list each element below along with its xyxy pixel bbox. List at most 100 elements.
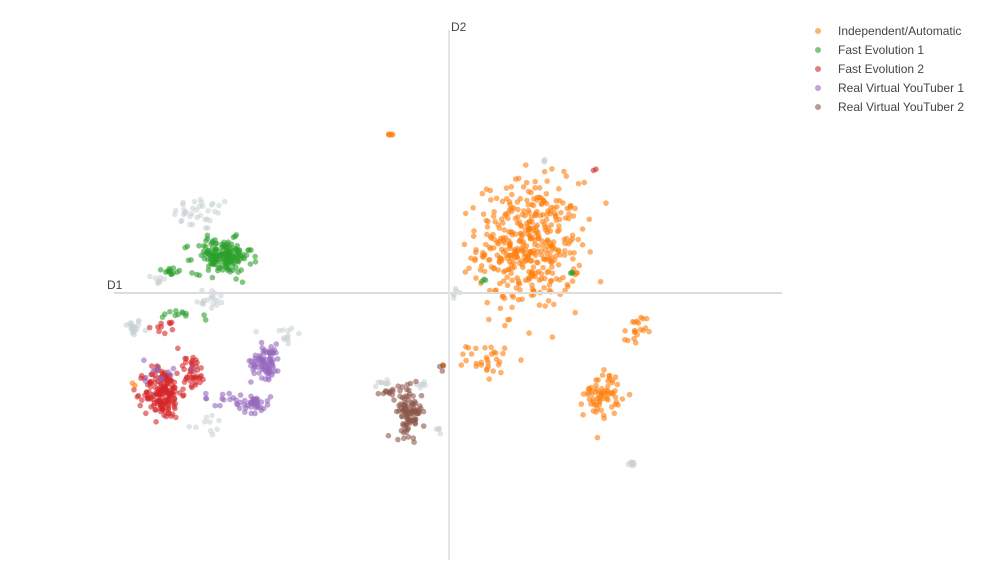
data-point (470, 205, 476, 211)
data-point (540, 242, 546, 249)
data-point (233, 232, 240, 238)
data-point (530, 264, 537, 270)
data-point (163, 389, 169, 396)
data-point (199, 287, 205, 294)
data-point (157, 274, 164, 281)
data-point (535, 243, 541, 249)
data-point (500, 220, 506, 226)
data-point (553, 213, 559, 219)
data-point (490, 231, 496, 238)
data-point (197, 212, 204, 219)
data-point (563, 235, 570, 242)
data-point (403, 420, 409, 427)
legend-marker (815, 47, 821, 53)
data-point (523, 162, 529, 168)
data-point (171, 211, 178, 218)
data-point (588, 384, 594, 391)
data-point (544, 211, 550, 218)
data-point (260, 366, 267, 372)
data-point (502, 322, 508, 329)
data-point (483, 186, 490, 192)
data-point (234, 249, 240, 256)
data-point (556, 197, 563, 204)
data-point (239, 279, 246, 286)
data-point (634, 318, 640, 325)
data-point (504, 282, 511, 289)
data-point (609, 377, 616, 384)
data-point (152, 275, 159, 282)
data-point (538, 271, 545, 277)
legend-item[interactable]: Fast Evolution 1 (815, 43, 924, 57)
data-point (433, 426, 440, 432)
data-point (538, 248, 545, 254)
data-point (533, 230, 539, 237)
data-point (189, 221, 196, 228)
legend-item[interactable]: Real Virtual YouTuber 2 (815, 100, 964, 114)
data-point (570, 213, 577, 219)
data-point (280, 327, 286, 333)
data-point (508, 184, 515, 190)
data-point (549, 270, 556, 277)
legend: Independent/Automatic Fast Evolution 1 Fas… (815, 24, 964, 114)
data-point (485, 218, 491, 225)
data-point (486, 316, 492, 323)
data-point (440, 362, 447, 369)
data-point (217, 402, 223, 409)
data-point (131, 331, 137, 338)
data-point (258, 339, 265, 346)
legend-label: Real Virtual YouTuber 2 (838, 100, 964, 114)
data-point (401, 435, 407, 442)
data-point (463, 357, 469, 364)
data-point (465, 345, 472, 351)
data-point (189, 270, 195, 276)
data-point (522, 277, 529, 284)
data-point (168, 319, 175, 326)
data-point (450, 295, 457, 301)
data-point (575, 236, 581, 243)
data-point (171, 396, 178, 403)
data-point (164, 380, 171, 386)
data-point (460, 351, 466, 358)
data-point (525, 188, 532, 195)
data-point (576, 262, 583, 269)
data-point (470, 233, 477, 239)
legend-marker (815, 85, 821, 91)
data-point (385, 131, 392, 137)
data-point (220, 244, 226, 250)
data-point (203, 238, 209, 244)
data-point (631, 462, 637, 468)
data-point (402, 405, 409, 411)
data-point (251, 370, 257, 377)
data-point (541, 168, 548, 175)
legend-marker (815, 66, 821, 72)
data-point (569, 270, 576, 276)
data-point (578, 401, 585, 407)
legend-item[interactable]: Independent/Automatic (815, 24, 961, 38)
legend-item[interactable]: Real Virtual YouTuber 1 (815, 81, 964, 95)
data-point (542, 303, 548, 309)
data-point (167, 372, 174, 378)
data-point (594, 434, 601, 441)
data-point (172, 388, 178, 395)
data-point (259, 345, 266, 351)
data-point (214, 302, 220, 308)
data-point (471, 228, 477, 234)
data-point (501, 345, 508, 352)
data-point (601, 367, 607, 373)
legend-label: Independent/Automatic (838, 24, 961, 38)
data-point (525, 202, 532, 208)
data-point (218, 292, 224, 299)
data-point (574, 270, 580, 276)
data-point (480, 249, 486, 256)
data-point (558, 209, 564, 216)
data-point (397, 388, 403, 394)
data-point (589, 391, 595, 397)
data-point (521, 208, 527, 214)
data-point (581, 179, 588, 186)
data-point (484, 299, 491, 306)
data-point (231, 253, 238, 260)
data-point (529, 257, 535, 264)
data-point (169, 411, 176, 417)
legend-item[interactable]: Fast Evolution 2 (815, 62, 924, 76)
data-point (473, 345, 479, 352)
